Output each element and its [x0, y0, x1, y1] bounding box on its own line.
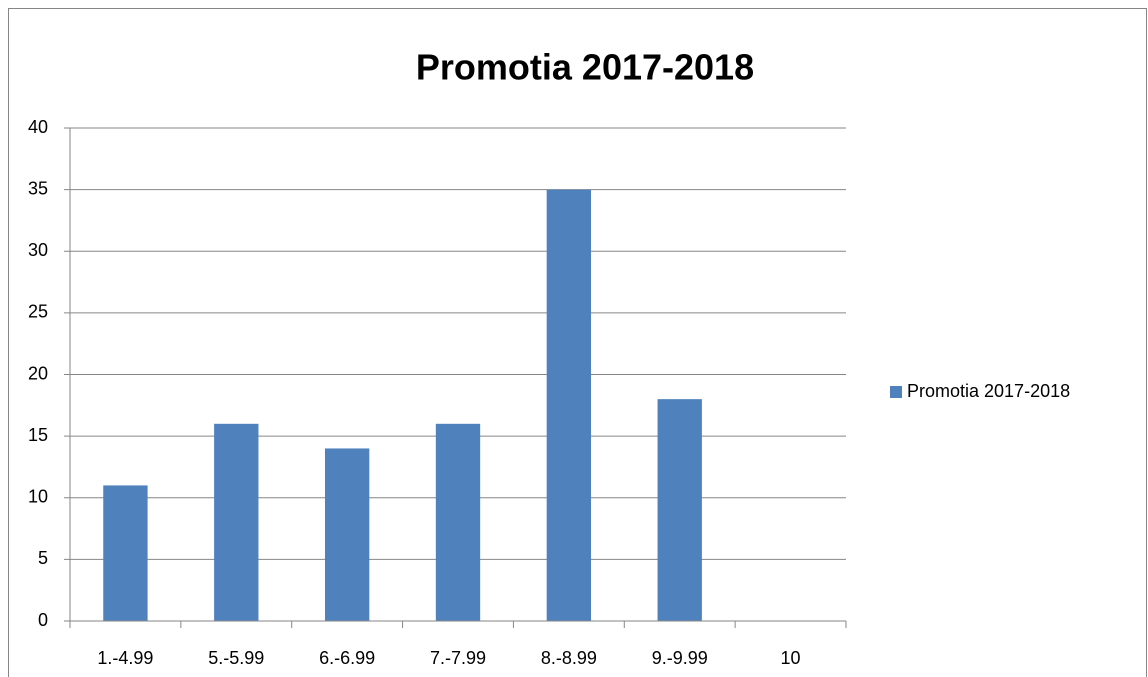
x-tick-label: 5.-5.99: [208, 648, 264, 668]
bar: [657, 399, 702, 621]
y-tick-label: 30: [28, 240, 48, 260]
y-tick-label: 0: [38, 610, 48, 630]
y-tick-label: 40: [28, 117, 48, 137]
y-tick-label: 5: [38, 548, 48, 568]
bar: [435, 423, 481, 621]
bar: [324, 448, 370, 621]
bar: [103, 485, 148, 621]
x-tick-label: 8.-8.99: [541, 648, 597, 668]
x-tick-label: 6.-6.99: [319, 648, 375, 668]
legend-swatch: [890, 386, 902, 398]
bar: [214, 423, 259, 621]
x-tick-label: 7.-7.99: [430, 648, 486, 668]
x-tick-label: 1.-4.99: [97, 648, 153, 668]
y-tick-label: 35: [28, 178, 48, 198]
y-tick-label: 10: [28, 487, 48, 507]
y-tick-label: 25: [28, 302, 48, 322]
y-tick-label: 15: [28, 425, 48, 445]
legend-label: Promotia 2017-2018: [907, 381, 1070, 401]
x-tick-label: 10: [781, 648, 801, 668]
y-tick-label: 20: [28, 363, 48, 383]
bar: [546, 189, 592, 621]
chart-title: Promotia 2017-2018: [416, 47, 754, 88]
x-tick-label: 9.-9.99: [652, 648, 708, 668]
